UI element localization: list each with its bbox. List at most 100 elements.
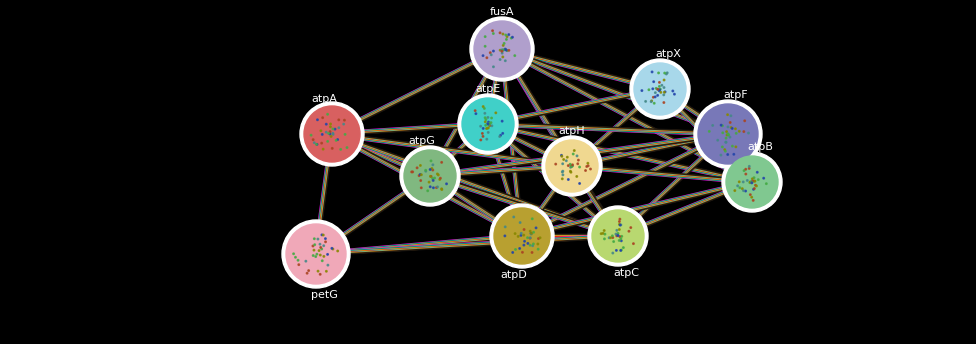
Point — [426, 162, 441, 168]
Point — [741, 130, 756, 136]
Point — [657, 70, 672, 76]
Point — [523, 231, 539, 237]
Point — [724, 126, 740, 131]
Point — [728, 126, 744, 131]
Point — [499, 37, 514, 42]
Point — [305, 137, 321, 142]
Point — [494, 47, 509, 53]
Point — [564, 164, 580, 169]
Point — [645, 95, 661, 100]
Point — [637, 99, 653, 104]
Point — [508, 247, 523, 252]
Point — [434, 160, 450, 165]
Point — [495, 50, 510, 56]
Point — [477, 110, 493, 116]
Point — [423, 174, 438, 179]
Point — [478, 117, 494, 122]
Point — [665, 88, 680, 94]
Point — [480, 115, 496, 120]
Point — [646, 100, 662, 106]
Point — [736, 168, 752, 173]
Point — [746, 198, 761, 203]
Point — [315, 147, 331, 152]
Point — [477, 119, 493, 125]
Point — [480, 121, 496, 127]
Point — [318, 239, 334, 245]
Point — [652, 79, 668, 85]
Point — [495, 54, 510, 60]
Point — [612, 222, 628, 228]
Point — [301, 268, 316, 273]
Circle shape — [286, 224, 346, 284]
Point — [318, 121, 334, 127]
Point — [647, 94, 663, 100]
Point — [494, 118, 509, 124]
Point — [555, 169, 571, 174]
Point — [660, 70, 675, 76]
Point — [300, 270, 315, 276]
Point — [653, 86, 669, 92]
Point — [310, 268, 326, 274]
Point — [555, 161, 571, 166]
Point — [721, 132, 737, 138]
Circle shape — [630, 59, 690, 119]
Point — [646, 79, 662, 85]
Point — [475, 53, 491, 58]
Point — [522, 235, 538, 241]
Point — [610, 231, 626, 236]
Point — [609, 248, 625, 253]
Point — [479, 137, 495, 142]
Point — [414, 185, 429, 191]
Point — [597, 232, 613, 237]
Point — [476, 106, 492, 111]
Text: atpD: atpD — [501, 270, 527, 280]
Point — [313, 128, 329, 133]
Point — [596, 236, 612, 241]
Point — [747, 178, 762, 184]
Point — [516, 243, 532, 248]
Point — [723, 113, 739, 119]
Point — [614, 238, 630, 244]
Point — [713, 152, 729, 158]
Point — [651, 88, 667, 94]
Point — [569, 153, 585, 159]
Point — [492, 134, 508, 139]
Point — [751, 177, 766, 182]
Point — [485, 31, 501, 36]
Point — [560, 163, 576, 168]
Point — [414, 172, 429, 178]
Point — [657, 89, 672, 95]
Point — [555, 172, 571, 178]
Point — [747, 186, 762, 191]
Point — [411, 173, 427, 179]
Circle shape — [592, 210, 644, 262]
Point — [614, 234, 630, 239]
Point — [747, 175, 762, 181]
Point — [565, 151, 581, 157]
Point — [426, 185, 441, 191]
Point — [486, 64, 502, 69]
Circle shape — [474, 21, 530, 77]
Point — [572, 164, 588, 170]
Point — [497, 233, 512, 239]
Point — [495, 131, 510, 136]
Circle shape — [542, 136, 602, 196]
Point — [732, 185, 748, 191]
Point — [428, 185, 444, 190]
Point — [735, 186, 751, 192]
Point — [338, 132, 353, 137]
Point — [420, 188, 435, 194]
Point — [500, 34, 515, 40]
Point — [304, 132, 319, 138]
Point — [650, 87, 666, 92]
Point — [492, 30, 508, 35]
Point — [522, 235, 538, 240]
Point — [430, 172, 446, 178]
Point — [508, 231, 523, 236]
Text: petG: petG — [310, 290, 338, 300]
Point — [565, 162, 581, 168]
Point — [609, 233, 625, 239]
Point — [614, 247, 630, 253]
Point — [556, 157, 572, 162]
Point — [475, 134, 491, 139]
